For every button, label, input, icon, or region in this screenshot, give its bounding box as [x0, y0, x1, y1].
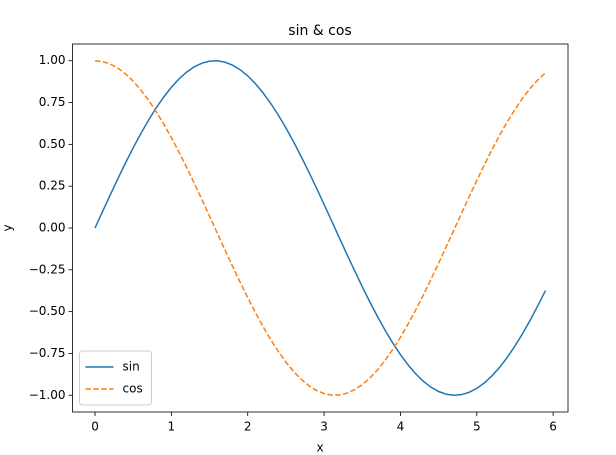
x-tick-label: 5 [473, 420, 481, 434]
x-tick-label: 1 [168, 420, 176, 434]
y-tick-label: −0.25 [29, 262, 66, 276]
y-axis-label: y [1, 224, 15, 231]
y-tick-label: 0.50 [39, 137, 66, 151]
legend-label: sin [123, 360, 140, 374]
y-tick-label: 0.25 [39, 179, 66, 193]
x-tick-label: 4 [397, 420, 405, 434]
plot-frame [72, 43, 569, 413]
x-axis-label: x [316, 441, 323, 455]
chart-title: sin & cos [288, 23, 351, 39]
y-tick-label: 0.75 [39, 95, 66, 109]
x-tick-label: 6 [549, 420, 557, 434]
y-tick-label: 1.00 [39, 53, 66, 67]
y-tick-label: −1.00 [29, 388, 66, 402]
x-tick-label: 2 [244, 420, 252, 434]
y-tick-label: −0.50 [29, 304, 66, 318]
series-line [94, 60, 547, 397]
x-tick-label: 0 [91, 420, 99, 434]
x-tick-label: 3 [320, 420, 328, 434]
legend: sin cos [79, 350, 152, 406]
y-tick-label: −0.75 [29, 346, 66, 360]
series-line [94, 59, 546, 396]
legend-box [79, 350, 152, 406]
legend-label: cos [123, 382, 143, 396]
y-tick-label: 0.00 [39, 221, 66, 235]
